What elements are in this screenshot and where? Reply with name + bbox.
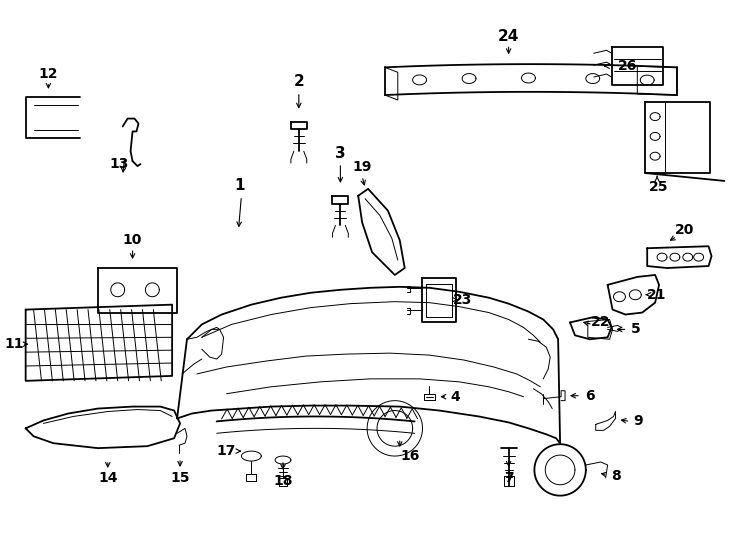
Text: 25: 25 — [650, 180, 669, 194]
Text: 17: 17 — [217, 444, 236, 458]
Text: 14: 14 — [98, 471, 117, 485]
Text: 4: 4 — [451, 390, 460, 404]
Text: 11: 11 — [4, 337, 23, 351]
Text: 19: 19 — [352, 160, 372, 174]
Text: 12: 12 — [39, 67, 58, 81]
Text: 2: 2 — [294, 75, 304, 90]
Text: 21: 21 — [647, 288, 667, 302]
Text: 9: 9 — [633, 414, 643, 428]
Text: 22: 22 — [591, 315, 611, 329]
Text: 18: 18 — [273, 474, 293, 488]
Text: 16: 16 — [400, 449, 419, 463]
Text: 23: 23 — [452, 293, 472, 307]
Text: 24: 24 — [498, 29, 520, 44]
Text: 15: 15 — [170, 471, 190, 485]
Text: 1: 1 — [234, 178, 244, 193]
Text: 7: 7 — [504, 471, 514, 485]
Text: 8: 8 — [611, 469, 620, 483]
Text: 6: 6 — [585, 389, 595, 403]
Text: 26: 26 — [617, 59, 637, 73]
Text: 3: 3 — [335, 146, 346, 161]
Text: 5: 5 — [631, 322, 640, 336]
Text: 10: 10 — [123, 233, 142, 247]
Text: 20: 20 — [675, 224, 694, 238]
Text: 13: 13 — [109, 157, 128, 171]
